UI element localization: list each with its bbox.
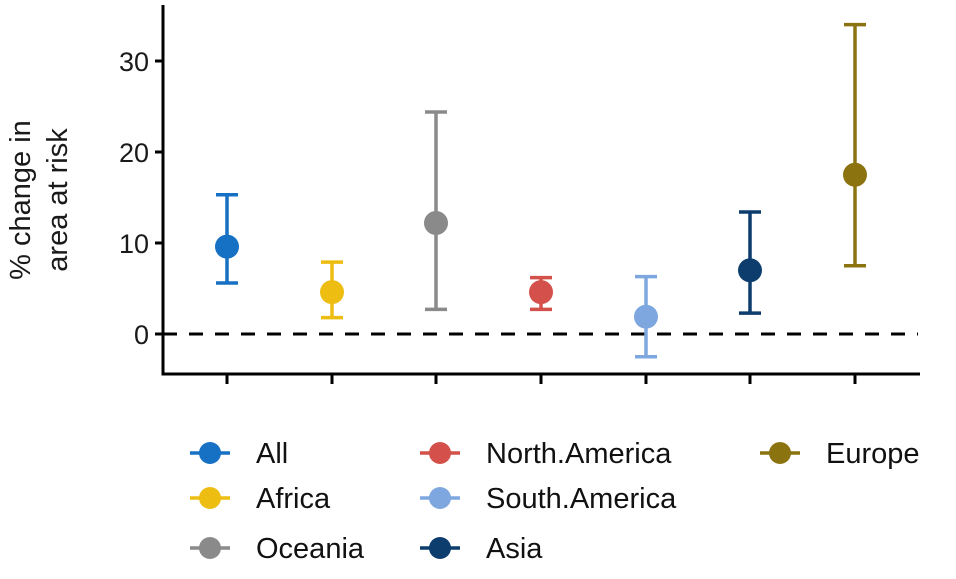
legend-item-north-america: North.America: [420, 438, 672, 470]
data-point-north-america: [529, 275, 553, 312]
y-tick-label: 20: [119, 138, 149, 168]
legend: All Africa Oceania North.America South.Ameri…: [190, 438, 920, 565]
y-axis-title: area at risk: [42, 128, 74, 272]
data-point-south-america: [634, 274, 658, 359]
y-axis-title: % change in: [5, 120, 37, 280]
data-point-oceania: [424, 110, 448, 312]
legend-item-europe: Europe: [760, 438, 920, 470]
legend-label: North.America: [486, 438, 672, 470]
legend-label: Africa: [256, 483, 331, 515]
legend-label: Europe: [826, 438, 920, 470]
legend-label: South.America: [486, 483, 677, 515]
legend-item-all: All: [190, 438, 288, 470]
y-axis: 0 10 20 30: [119, 5, 165, 376]
data-point-all: [215, 193, 239, 285]
y-tick-label: 0: [134, 320, 149, 350]
y-tick-label: 10: [119, 229, 149, 259]
legend-label: Oceania: [256, 533, 365, 565]
data-point-africa: [320, 260, 344, 320]
x-axis: [161, 372, 920, 384]
y-tick-label: 30: [119, 47, 149, 77]
legend-item-africa: Africa: [190, 483, 331, 515]
data-point-asia: [738, 210, 762, 315]
y-axis-label: % change in area at risk: [5, 120, 74, 280]
data-point-europe: [843, 22, 867, 268]
legend-label: All: [256, 438, 288, 470]
legend-item-south-america: South.America: [420, 483, 677, 515]
legend-item-asia: Asia: [420, 533, 543, 565]
data-points: [215, 22, 867, 359]
legend-label: Asia: [486, 533, 543, 565]
legend-item-oceania: Oceania: [190, 533, 365, 565]
